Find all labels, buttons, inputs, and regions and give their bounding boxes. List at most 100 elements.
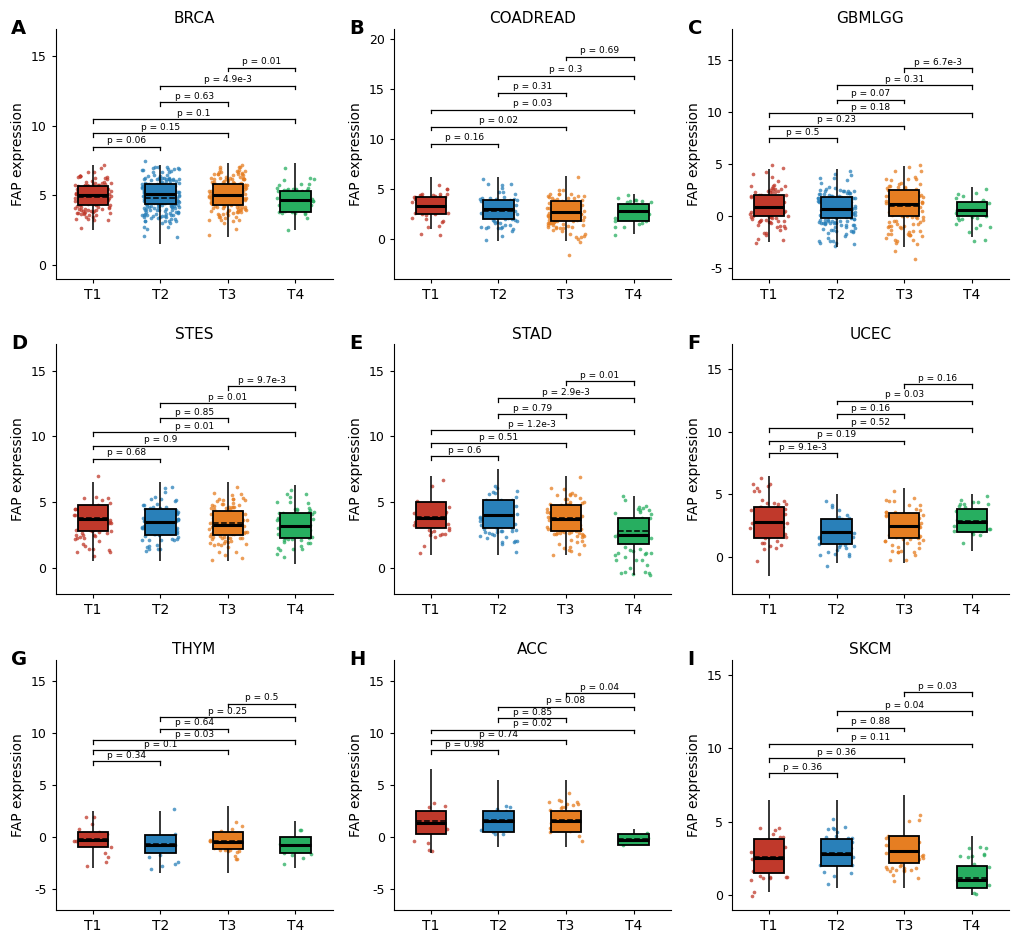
Point — [745, 885, 761, 900]
Point — [68, 187, 85, 202]
Point — [895, 846, 911, 861]
Bar — [618, 518, 648, 545]
Point — [167, 188, 183, 203]
Point — [557, 822, 574, 837]
Point — [275, 549, 291, 565]
Point — [234, 513, 251, 528]
Point — [631, 207, 647, 222]
Point — [976, 866, 993, 881]
Point — [506, 203, 523, 218]
Point — [475, 497, 491, 512]
Point — [133, 208, 150, 223]
Point — [225, 188, 242, 203]
Point — [971, 519, 987, 534]
Point — [878, 219, 895, 234]
Point — [496, 211, 513, 227]
Point — [751, 499, 767, 514]
Bar — [416, 811, 445, 834]
Point — [151, 199, 167, 214]
Point — [222, 193, 238, 208]
Point — [911, 807, 927, 822]
Point — [634, 198, 650, 213]
Text: p = 0.16: p = 0.16 — [917, 374, 957, 383]
Point — [168, 526, 184, 541]
Point — [558, 505, 575, 520]
Point — [811, 548, 827, 563]
Point — [133, 532, 150, 548]
Point — [911, 157, 927, 172]
Point — [886, 874, 902, 889]
Point — [752, 188, 768, 203]
Point — [204, 191, 220, 206]
Point — [825, 190, 842, 205]
Point — [907, 193, 923, 208]
Point — [291, 509, 308, 524]
Point — [826, 166, 843, 181]
Point — [429, 204, 445, 219]
Point — [226, 190, 243, 205]
Point — [211, 161, 227, 177]
Point — [550, 201, 567, 216]
Point — [152, 180, 168, 195]
Point — [810, 536, 826, 551]
Point — [298, 197, 314, 212]
Point — [93, 185, 109, 200]
Point — [137, 213, 153, 228]
Point — [877, 505, 894, 520]
Point — [876, 231, 893, 246]
Point — [150, 203, 166, 218]
Point — [138, 207, 154, 222]
Point — [212, 178, 228, 194]
Point — [163, 211, 179, 227]
Point — [975, 847, 991, 862]
Point — [823, 205, 840, 220]
Point — [99, 172, 115, 187]
Point — [616, 206, 633, 221]
Point — [836, 228, 852, 243]
Point — [634, 500, 650, 515]
Point — [817, 181, 834, 196]
Point — [963, 848, 979, 863]
Point — [616, 539, 633, 554]
Point — [288, 202, 305, 217]
Point — [96, 184, 112, 199]
Point — [902, 833, 918, 848]
Point — [757, 212, 773, 228]
Point — [170, 511, 186, 526]
Point — [157, 192, 173, 207]
Point — [552, 794, 569, 809]
Point — [836, 201, 852, 216]
Point — [232, 523, 249, 538]
Bar — [889, 836, 918, 863]
Point — [476, 521, 492, 536]
Point — [976, 208, 993, 223]
Point — [280, 186, 297, 201]
Point — [71, 169, 88, 184]
Point — [890, 539, 906, 554]
Point — [141, 177, 157, 192]
Point — [69, 183, 86, 198]
Point — [894, 194, 910, 210]
Point — [494, 197, 511, 212]
Point — [137, 501, 153, 516]
Point — [67, 200, 84, 215]
Point — [767, 499, 784, 514]
Point — [428, 506, 444, 521]
Point — [561, 824, 578, 839]
Point — [840, 529, 856, 544]
Point — [571, 469, 587, 484]
Point — [762, 194, 779, 210]
Point — [76, 177, 93, 193]
Point — [565, 508, 581, 523]
Point — [496, 507, 513, 522]
Point — [159, 182, 175, 197]
Point — [439, 821, 455, 836]
Point — [88, 171, 104, 186]
Text: p = 0.01: p = 0.01 — [208, 394, 248, 402]
Point — [905, 207, 921, 222]
Point — [142, 505, 158, 520]
Point — [560, 505, 577, 520]
Point — [142, 508, 158, 523]
Point — [839, 204, 855, 219]
Point — [148, 508, 164, 523]
